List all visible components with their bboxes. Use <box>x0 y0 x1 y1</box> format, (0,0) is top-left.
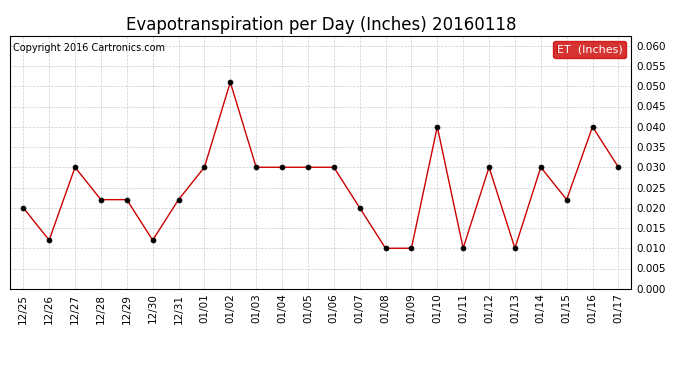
Text: Copyright 2016 Cartronics.com: Copyright 2016 Cartronics.com <box>14 43 166 53</box>
Legend: ET  (Inches): ET (Inches) <box>553 41 626 58</box>
Title: Evapotranspiration per Day (Inches) 20160118: Evapotranspiration per Day (Inches) 2016… <box>126 16 516 34</box>
